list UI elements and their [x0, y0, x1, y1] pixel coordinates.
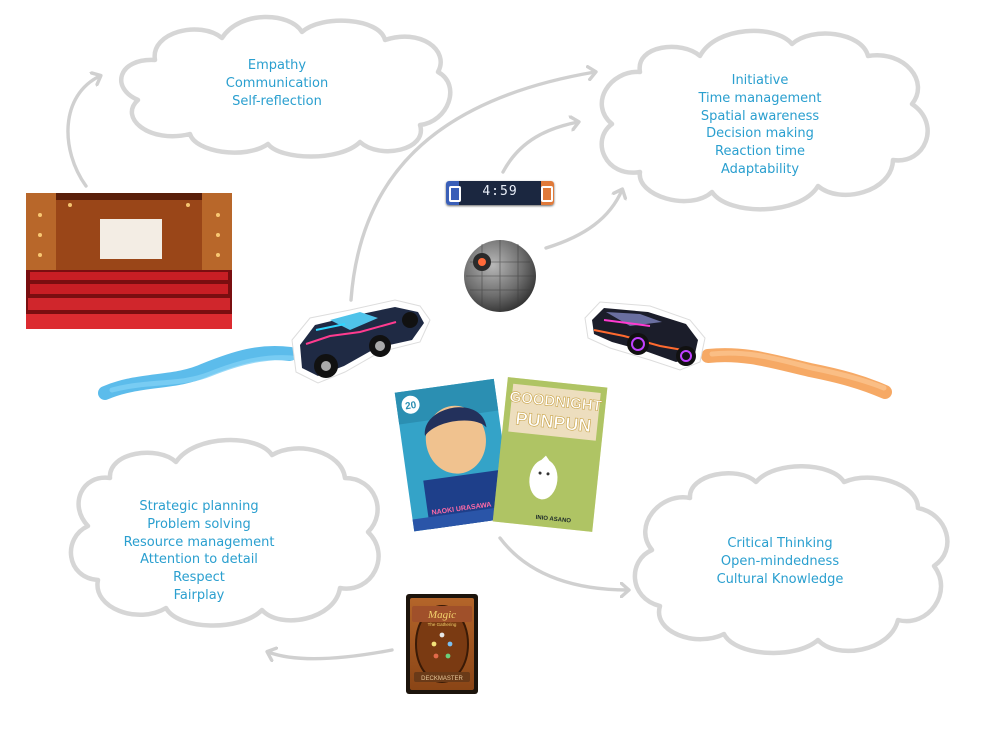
- magic-card-image: [406, 594, 478, 694]
- cloud-theater-text: Empathy Communication Self-reflection: [197, 57, 357, 110]
- cloud-rocket-league: [599, 28, 930, 212]
- skill-communication: Communication: [225, 75, 329, 91]
- manga-covers-image: [394, 377, 608, 532]
- blue-car-image: [291, 299, 431, 384]
- ball-image: [464, 240, 536, 312]
- skill-critical-thinking: Critical Thinking: [727, 536, 833, 551]
- skill-reaction-time: Reaction time: [715, 144, 805, 160]
- blue-score-icon: [449, 186, 461, 202]
- skill-respect: Respect: [173, 570, 225, 586]
- cloud-manga: [632, 464, 950, 656]
- manga-badge: 20: [405, 400, 418, 413]
- timer-image: 4:59: [446, 181, 554, 205]
- arrow-theater-to-empathy: [66, 76, 100, 188]
- skill-adaptability: Adaptability: [720, 161, 800, 177]
- cloud-rocket-league-text: Initiative Time management Spatial aware…: [680, 72, 840, 179]
- skill-self-reflection: Self-reflection: [232, 93, 322, 109]
- skill-attention-to-detail: Attention to detail: [140, 552, 258, 568]
- movie-theater-image: [26, 193, 232, 329]
- magic-card-footer: DECKMASTER: [421, 676, 463, 682]
- arrow-manga-to-critical: [498, 536, 628, 590]
- orange-boost-trail: [701, 348, 892, 399]
- orange-score-icon: [541, 186, 553, 202]
- skill-time-management: Time management: [698, 90, 822, 106]
- arrow-car-to-initiative: [349, 72, 595, 302]
- skill-decision-making: Decision making: [706, 126, 814, 142]
- skill-fairplay: Fairplay: [173, 587, 225, 603]
- cloud-magic-text: Strategic planning Problem solving Resou…: [114, 498, 284, 605]
- blue-boost-trail: [98, 345, 297, 400]
- skill-resource-management: Resource management: [123, 534, 275, 550]
- magic-card-subtitle: The Gathering: [428, 622, 457, 627]
- cloud-manga-text: Critical Thinking Open-mindedness Cultur…: [700, 535, 860, 588]
- skill-strategic-planning: Strategic planning: [139, 499, 259, 514]
- timer-display: 4:59: [482, 184, 518, 199]
- cloud-theater: [119, 14, 453, 159]
- arrow-ball-to-initiative: [544, 190, 622, 250]
- skill-cultural-knowledge: Cultural Knowledge: [716, 571, 844, 587]
- arrow-card-to-strategic: [268, 650, 394, 659]
- skill-open-mindedness: Open-mindedness: [720, 553, 840, 569]
- cloud-magic: [68, 437, 381, 628]
- skill-initiative: Initiative: [731, 73, 789, 88]
- arrow-timer-to-initiative: [501, 122, 578, 174]
- skill-spatial-awareness: Spatial awareness: [700, 108, 820, 124]
- skill-problem-solving: Problem solving: [147, 516, 251, 532]
- manga-author-2: INIO ASANO: [535, 515, 571, 525]
- skill-empathy: Empathy: [247, 58, 307, 73]
- orange-car-image: [584, 301, 706, 371]
- magic-card-logo: Magic: [427, 609, 456, 621]
